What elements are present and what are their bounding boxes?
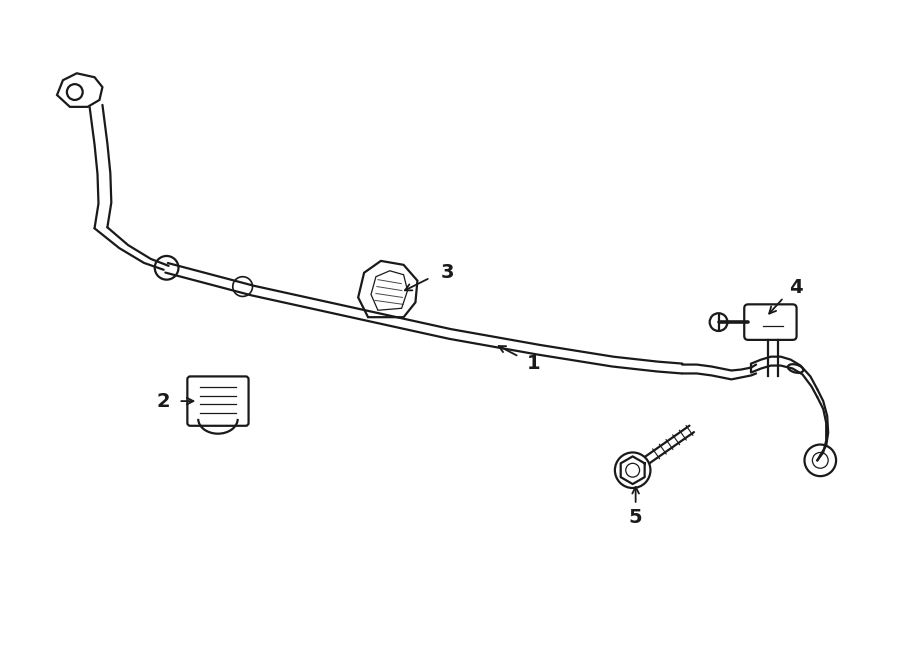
Text: 1: 1 [527,354,541,373]
Text: 5: 5 [629,508,643,527]
Text: 3: 3 [440,263,454,282]
Text: 4: 4 [788,278,803,297]
Text: 2: 2 [157,392,170,410]
